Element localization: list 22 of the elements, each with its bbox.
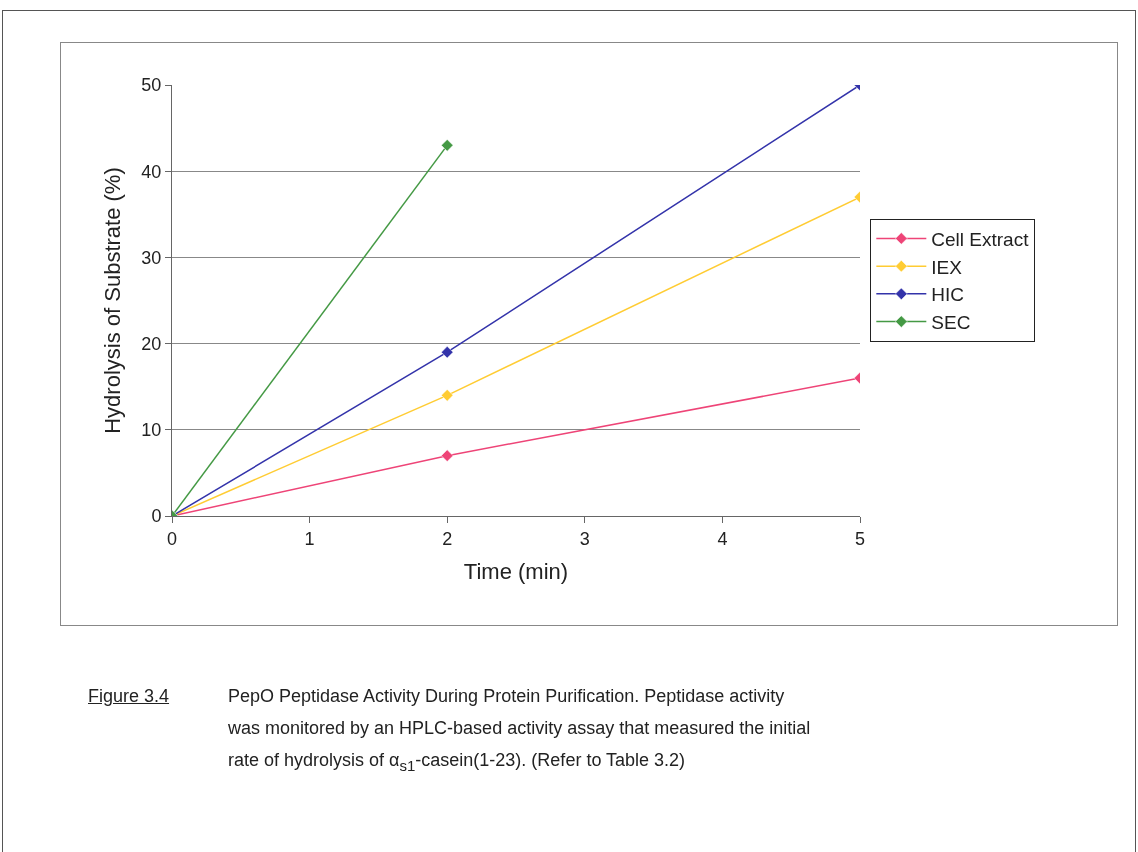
y-tick-label: 0: [151, 506, 162, 527]
y-tick-label: 20: [141, 333, 162, 354]
y-tick-label: 40: [141, 161, 162, 182]
caption: Figure 3.4: [88, 685, 171, 708]
x-axis-title: Time (min): [463, 559, 569, 585]
text: PepO Peptidase Activity During Protein Purification. Peptidase activity was monitored by an HPLC-based activity assay that measured the initial rate of hydrolysis of α$_{s1}$-casein(1-23). (Refer to Table 3.2): [228, 685, 812, 776]
legend-label: HIC: [931, 284, 965, 306]
point: [441, 139, 454, 152]
x-tick-label: 5: [854, 528, 866, 549]
y-tick-label: 50: [141, 75, 162, 96]
legend-label: IEX: [931, 256, 963, 278]
x-tick-label: 3: [579, 528, 590, 549]
legend-label: Cell Extract: [931, 228, 1030, 250]
legend-label: SEC: [931, 311, 971, 333]
x-tick-label: 1: [304, 528, 315, 549]
x-tick-label: 2: [442, 528, 453, 549]
x-tick-label: 4: [717, 528, 728, 549]
point: [441, 346, 454, 359]
y-axis-title: Hydrolysis of Substrate (%): [100, 167, 126, 434]
x-tick-label: 0: [166, 528, 178, 549]
y-tick-label: 30: [141, 247, 162, 268]
y-tick-label: 10: [141, 420, 162, 441]
